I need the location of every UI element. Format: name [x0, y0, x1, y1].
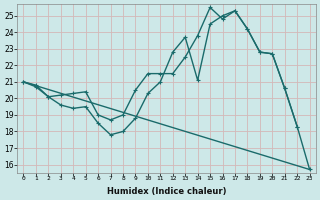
- X-axis label: Humidex (Indice chaleur): Humidex (Indice chaleur): [107, 187, 226, 196]
